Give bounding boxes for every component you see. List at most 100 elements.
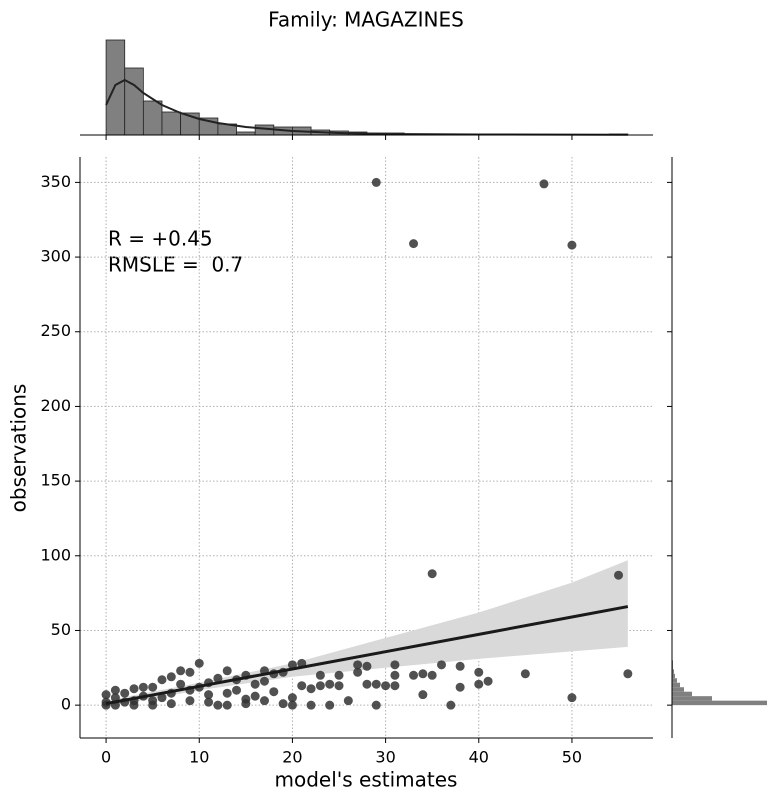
histogram-bar xyxy=(105,39,126,136)
scatter-point xyxy=(343,696,353,706)
scatter-point xyxy=(110,693,120,703)
x-tick-label: 50 xyxy=(562,748,582,767)
histogram-bar xyxy=(672,687,684,692)
scatter-point xyxy=(185,667,195,677)
scatter-point xyxy=(446,700,456,710)
scatter-point xyxy=(259,696,269,706)
scatter-point xyxy=(353,667,363,677)
y-tick-label: 300 xyxy=(40,247,71,266)
x-tick-label: 40 xyxy=(469,748,489,767)
scatter-point xyxy=(213,673,223,683)
scatter-point xyxy=(325,679,335,689)
scatter-point xyxy=(287,700,297,710)
y-tick-label: 50 xyxy=(51,620,71,639)
scatter-point xyxy=(381,681,391,691)
scatter-point xyxy=(362,661,372,671)
scatter-point xyxy=(306,684,316,694)
y-tick-label: 150 xyxy=(40,471,71,490)
scatter-point xyxy=(222,688,232,698)
scatter-point xyxy=(213,700,223,710)
confidence-band xyxy=(106,560,628,707)
scatter-point xyxy=(371,700,381,710)
x-tick-label: 0 xyxy=(101,748,111,767)
scatter-point xyxy=(269,687,279,697)
scatter-point xyxy=(101,690,111,700)
x-tick-label: 30 xyxy=(375,748,395,767)
scatter-point xyxy=(455,682,465,692)
histogram-bar xyxy=(672,696,712,701)
scatter-point xyxy=(315,670,325,680)
annotation: R = +0.45 xyxy=(108,227,213,251)
scatter-point xyxy=(204,690,214,700)
scatter-point xyxy=(166,699,176,709)
annotation: RMSLE = 0.7 xyxy=(108,253,243,277)
scatter-point xyxy=(409,670,419,680)
scatter-point xyxy=(353,660,363,670)
scatter-point xyxy=(166,672,176,682)
kde-line xyxy=(105,78,628,136)
scatter-point xyxy=(222,700,232,710)
scatter-point xyxy=(418,669,428,679)
scatter-point xyxy=(278,699,288,709)
scatter-point xyxy=(567,693,577,703)
histogram-bar xyxy=(672,669,674,674)
scatter-point xyxy=(222,666,232,676)
scatter-point xyxy=(306,700,316,710)
scatter-point xyxy=(259,676,269,686)
scatter-point xyxy=(334,670,344,680)
scatter-point xyxy=(194,658,204,668)
y-tick-label: 100 xyxy=(40,545,71,564)
y-tick-label: 250 xyxy=(40,321,71,340)
scatter-point xyxy=(362,679,372,689)
histogram-bar xyxy=(124,67,144,136)
histogram-bar xyxy=(161,111,182,136)
scatter-point xyxy=(176,666,186,676)
y-tick-label: 0 xyxy=(61,695,71,714)
y-tick-label: 350 xyxy=(40,172,71,191)
histogram-bar xyxy=(142,100,163,136)
scatter-point xyxy=(418,690,428,700)
scatter-point xyxy=(455,661,465,671)
scatter-point xyxy=(185,696,195,706)
scatter-point xyxy=(232,685,242,695)
scatter-point xyxy=(287,693,297,703)
scatter-point xyxy=(409,239,419,249)
scatter-point xyxy=(520,669,530,679)
scatter-point xyxy=(148,700,158,710)
scatter-point xyxy=(390,660,400,670)
scatter-point xyxy=(539,179,549,189)
x-axis-label: model's estimates xyxy=(275,768,458,792)
scatter-point xyxy=(138,682,148,692)
regression-line xyxy=(105,605,629,706)
scatter-point xyxy=(614,570,624,580)
scatter-point xyxy=(371,177,381,187)
histogram-bar xyxy=(672,673,675,679)
scatter-point xyxy=(129,700,139,710)
scatter-point xyxy=(120,688,130,698)
histogram-bar xyxy=(672,682,680,688)
scatter-point xyxy=(250,679,260,689)
scatter-point xyxy=(427,670,437,680)
scatter-point xyxy=(241,699,251,709)
scatter-point xyxy=(129,684,139,694)
scatter-point xyxy=(334,681,344,691)
scatter-point xyxy=(567,240,577,250)
x-tick-label: 10 xyxy=(189,748,209,767)
scatter-point xyxy=(474,667,484,677)
scatter-point xyxy=(110,685,120,695)
histogram-bar xyxy=(672,700,767,706)
scatter-point xyxy=(371,679,381,689)
scatter-point xyxy=(157,675,167,685)
scatter-point xyxy=(427,569,437,579)
scatter-point xyxy=(297,681,307,691)
x-tick-label: 20 xyxy=(282,748,302,767)
scatter-point xyxy=(315,681,325,691)
y-tick-label: 200 xyxy=(40,396,71,415)
scatter-point xyxy=(390,681,400,691)
chart-title: Family: MAGAZINES xyxy=(268,8,464,32)
scatter-point xyxy=(148,682,158,692)
histogram-bar xyxy=(672,678,677,683)
scatter-point xyxy=(176,679,186,689)
scatter-point xyxy=(483,676,493,686)
